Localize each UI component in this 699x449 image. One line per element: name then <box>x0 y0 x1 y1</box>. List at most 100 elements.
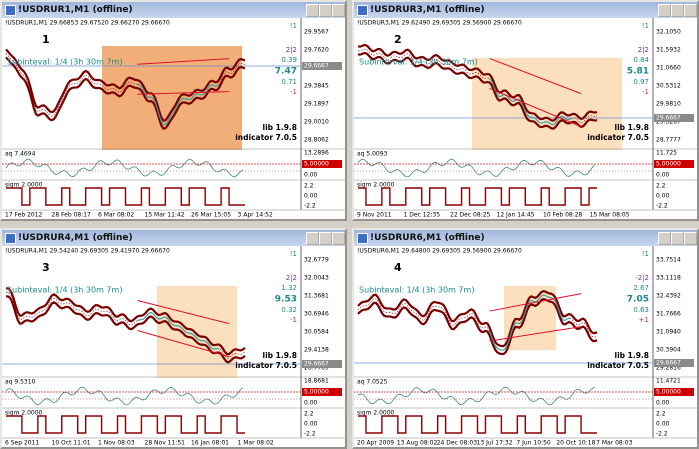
price-label: 31.7666 <box>656 311 681 318</box>
price-band <box>357 298 598 356</box>
trend-line <box>137 91 230 95</box>
signal-line <box>488 294 572 351</box>
sub2-axis-label: 2.2 <box>656 411 666 418</box>
time-label: 28 Feb 08:17 <box>52 212 92 219</box>
stat-value: 0.39 <box>281 56 297 64</box>
close-button[interactable] <box>684 232 697 245</box>
window-number: 3 <box>42 261 50 274</box>
sub1-axis-label: 5.00000 <box>656 389 681 396</box>
current-price: 29.6667 <box>304 63 329 70</box>
minimize-button[interactable] <box>658 232 671 245</box>
time-label: 13 Aug 08:02 <box>397 440 438 447</box>
close-button[interactable] <box>332 4 345 17</box>
price-band <box>5 287 246 356</box>
time-label: 28 Nov 11:51 <box>145 440 186 447</box>
title-bar: !USDRUR1,M1 (offline) <box>2 2 345 18</box>
sigm-line <box>6 187 245 206</box>
window-title: !USDRUR6,M1 (offline) <box>370 233 485 243</box>
sub2-label: sigm 2.0000 <box>5 182 43 189</box>
lib-version: lib 1.9.8 <box>615 351 649 360</box>
window-icon <box>357 5 368 16</box>
stat-value: -1 <box>642 88 649 96</box>
level-box <box>654 388 694 396</box>
close-button[interactable] <box>684 4 697 17</box>
sub1-axis-label: 0.00 <box>304 400 318 407</box>
price-band <box>5 48 246 122</box>
sub2-axis-label: -2.2 <box>304 431 316 438</box>
sub2-axis-label: 0.00 <box>304 421 318 428</box>
window-number: 1 <box>42 33 50 46</box>
time-label: 15 Mar 08:05 <box>590 212 630 219</box>
close-button[interactable] <box>332 232 345 245</box>
current-price-box <box>654 359 694 367</box>
time-label: 24 Dec 08:03 <box>437 440 478 447</box>
time-label: 12 Jan 14:45 <box>497 212 535 219</box>
minimize-button[interactable] <box>306 4 319 17</box>
maximize-button[interactable] <box>671 232 684 245</box>
sub1-axis-label: 13.2896 <box>304 150 329 157</box>
trend-line <box>489 57 582 95</box>
stat-value: 2|2 <box>638 46 649 54</box>
window-title: !USDRUR4,M1 (offline) <box>18 233 133 243</box>
sub1-axis-label: 5.00000 <box>304 161 329 168</box>
trend-line <box>489 293 582 312</box>
stat-value: 7.47 <box>275 67 297 77</box>
price-label: 32.4392 <box>656 293 681 300</box>
current-price: 29.6667 <box>656 360 681 367</box>
time-label: 22 Dec 08:25 <box>450 212 491 219</box>
aq-line <box>5 158 244 178</box>
maximize-button[interactable] <box>671 4 684 17</box>
price-label: 28.7777 <box>656 137 681 144</box>
maximize-button[interactable] <box>319 232 332 245</box>
price-label: 29.7620 <box>304 47 329 54</box>
maximize-button[interactable] <box>319 4 332 17</box>
stat-value: 0.84 <box>633 56 649 64</box>
chart: !USDRUR6,M1 29.64800 29.69305 29.56900 2… <box>354 246 697 447</box>
sigm-line <box>6 415 245 434</box>
stat-value: 1.32 <box>281 284 297 292</box>
indicator-version: indicator 7.0.5 <box>235 361 297 370</box>
current-price-box <box>302 62 342 70</box>
price-label: 31.0940 <box>656 329 681 336</box>
time-label: 6 Mar 08:02 <box>98 212 134 219</box>
stat-value: +1 <box>639 316 649 324</box>
window-number: 2 <box>394 33 402 46</box>
stat-value: -1 <box>290 88 297 96</box>
time-label: 20 Oct 10:18 <box>556 440 595 447</box>
price-label: 31.3681 <box>304 293 329 300</box>
aq-line <box>357 386 596 406</box>
subinterval: Subinterval: 1/4 (3h 30m 7m) <box>359 58 478 67</box>
sub1-label: aq 5.0093 <box>357 151 388 158</box>
trend-line <box>137 329 230 358</box>
sub2-label: sigm 2.0000 <box>5 410 43 417</box>
time-label: 15 Mar 11:42 <box>145 212 185 219</box>
price-label: 30.0584 <box>304 329 329 336</box>
chart-window: !USDRUR4,M1 (offline) !USDRUR4,M1 29.5424… <box>0 228 347 449</box>
sub1-label: aq 7.4694 <box>5 151 36 158</box>
chart-header: !USDRUR6,M1 29.64800 29.69305 29.56900 2… <box>357 248 522 255</box>
time-label: 7 Mar 08:03 <box>596 440 632 447</box>
time-label: 10 Oct 11:01 <box>52 440 91 447</box>
price-band <box>5 56 246 130</box>
sub2-axis-label: 0.00 <box>304 193 318 200</box>
stat-value: 9.53 <box>275 295 297 305</box>
time-label: 1 Dec 12:35 <box>404 212 441 219</box>
sub2-label: sigm 2.0000 <box>357 182 395 189</box>
minimize-button[interactable] <box>306 232 319 245</box>
current-price-box <box>302 360 342 368</box>
stat-value: 0.97 <box>633 78 649 86</box>
aq-line <box>357 158 596 178</box>
price-label: 29.0010 <box>304 119 329 126</box>
time-label: 17 Feb 2012 <box>5 212 43 219</box>
time-label: 20 Apr 2009 <box>357 440 394 447</box>
highlight-zone <box>504 286 556 350</box>
window-icon <box>5 5 16 16</box>
current-price: 29.6667 <box>304 361 329 368</box>
minimize-button[interactable] <box>658 4 671 17</box>
stat-value: 0.71 <box>281 78 297 86</box>
stat-value: 2|2 <box>286 46 297 54</box>
current-price: 29.6667 <box>656 115 681 122</box>
level-box <box>654 160 694 168</box>
sub2-axis-label: -2.2 <box>656 203 668 210</box>
